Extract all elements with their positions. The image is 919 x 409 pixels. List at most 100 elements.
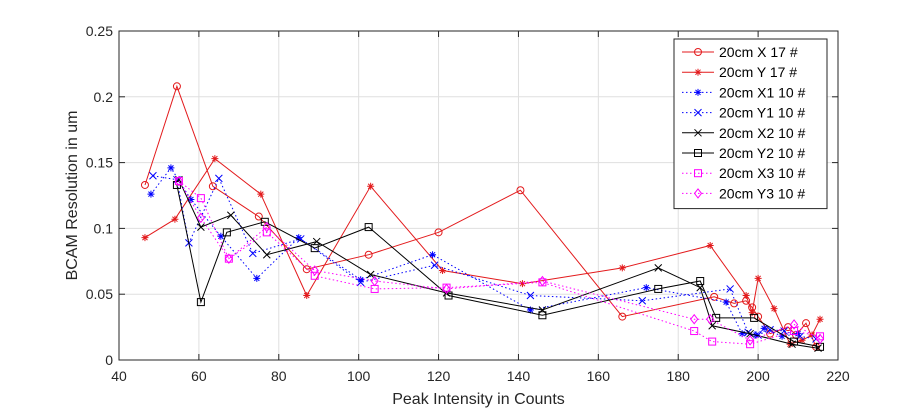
data-point — [253, 274, 261, 282]
data-point — [226, 211, 235, 220]
data-point — [262, 228, 271, 237]
data-point — [364, 223, 373, 232]
data-point — [778, 332, 786, 340]
data-point — [211, 155, 219, 163]
x-tick-label: 200 — [746, 368, 770, 384]
data-point — [224, 253, 233, 264]
data-point — [654, 284, 663, 293]
legend-marker — [694, 88, 702, 96]
data-point — [746, 329, 754, 338]
series-layer — [140, 82, 825, 353]
data-point — [618, 312, 627, 321]
data-point — [816, 315, 824, 323]
data-point — [215, 174, 223, 183]
data-point — [748, 309, 756, 317]
data-point — [754, 274, 762, 282]
data-point — [147, 190, 155, 198]
legend-marker — [694, 169, 702, 178]
x-tick-label: 120 — [427, 368, 451, 384]
legend-marker — [694, 108, 702, 117]
data-point — [366, 270, 375, 279]
x-tick-label: 180 — [667, 368, 691, 384]
data-point — [538, 306, 547, 314]
data-point — [708, 337, 717, 346]
legend-label: 20cm X2 10 # — [719, 125, 806, 141]
data-point — [726, 285, 735, 293]
data-point — [310, 265, 319, 276]
data-point — [171, 215, 179, 223]
legend-marker — [694, 68, 702, 76]
data-point — [696, 277, 705, 286]
series-line — [150, 167, 799, 337]
x-tick-label: 40 — [111, 368, 127, 384]
data-point — [217, 232, 225, 240]
data-point — [262, 221, 271, 233]
data-point — [789, 319, 799, 330]
data-point — [790, 337, 799, 346]
legend-label: 20cm X3 10 # — [719, 165, 806, 181]
data-point — [196, 212, 206, 224]
y-tick-label: 0 — [105, 352, 113, 368]
legend-entry: 20cm X 17 # — [682, 44, 798, 60]
legend-label: 20cm Y3 10 # — [719, 185, 805, 201]
data-point — [430, 261, 439, 270]
legend-marker — [694, 128, 702, 137]
legend-label: 20cm X 17 # — [719, 44, 798, 60]
data-point — [303, 292, 311, 300]
series-line — [178, 180, 821, 341]
data-point — [798, 336, 806, 344]
y-axis-title: BCAM Resolution in um — [64, 111, 81, 281]
legend-entry: 20cm Y3 10 # — [682, 185, 805, 201]
data-point — [516, 186, 525, 195]
data-point — [745, 334, 755, 346]
y-tick-label: 0.05 — [86, 286, 113, 302]
data-point — [208, 182, 217, 191]
legend-entry: 20cm X1 10 # — [682, 84, 806, 100]
x-tick-label: 80 — [271, 368, 287, 384]
data-point — [642, 284, 650, 292]
data-point — [302, 265, 311, 274]
axes: 40 60 80 100 120 140 160 180 200 220 0 0.05 0.1 0.15 0… — [86, 23, 850, 384]
data-point — [141, 234, 149, 242]
data-point — [538, 311, 547, 320]
data-point — [802, 319, 811, 328]
series-1 — [140, 82, 821, 351]
data-point — [518, 280, 526, 288]
y-tick-label: 0.1 — [94, 220, 114, 236]
data-point — [356, 278, 365, 287]
data-point — [618, 264, 626, 272]
data-point — [638, 296, 647, 305]
data-point — [444, 291, 453, 300]
x-tick-label: 220 — [826, 368, 850, 384]
data-point — [140, 180, 149, 189]
data-point — [722, 298, 730, 306]
data-point — [364, 250, 373, 259]
data-point — [742, 292, 750, 300]
data-point — [754, 331, 762, 339]
legend-entry: 20cm X2 10 # — [682, 125, 806, 141]
data-point — [196, 194, 205, 203]
data-point — [706, 242, 714, 250]
legend-marker — [694, 48, 702, 56]
legend-label: 20cm Y2 10 # — [719, 145, 805, 161]
legend-entry: 20cm Y1 10 # — [682, 105, 805, 121]
legend-entry: 20cm X3 10 # — [682, 165, 806, 181]
data-point — [187, 195, 195, 203]
data-point — [654, 264, 663, 272]
data-point — [174, 175, 184, 187]
legend: 20cm X 17 # 20cm Y 17 # 20cm X1 10 # 20cm Y… — [673, 38, 828, 210]
data-point — [690, 313, 699, 325]
series-line — [178, 179, 819, 349]
data-point — [357, 276, 365, 284]
data-point — [690, 327, 699, 336]
data-point — [439, 267, 447, 275]
data-point — [312, 237, 321, 246]
data-point — [790, 327, 799, 336]
x-tick-label: 60 — [191, 368, 207, 384]
legend-label: 20cm X1 10 # — [719, 84, 806, 100]
data-point — [526, 306, 534, 314]
y-tick-label: 0.2 — [94, 89, 114, 105]
legend-entry: 20cm Y 17 # — [682, 64, 797, 80]
data-point — [770, 305, 778, 313]
series-line — [176, 184, 821, 348]
